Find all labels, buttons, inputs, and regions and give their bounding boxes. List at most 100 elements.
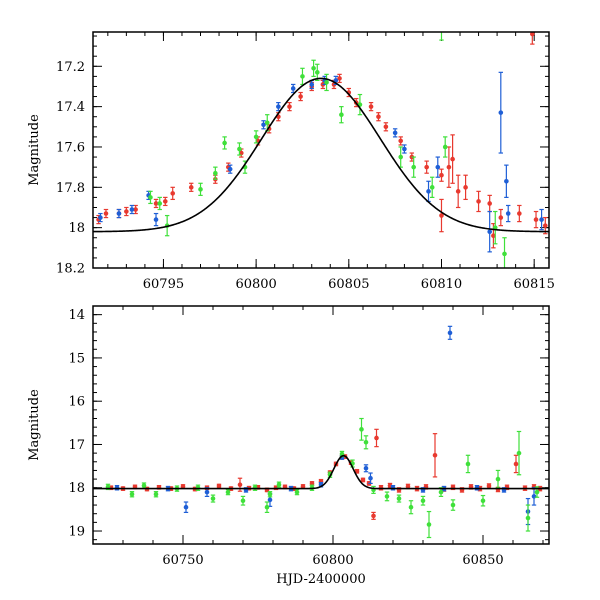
data-point [374,435,379,441]
series-0 [108,428,543,520]
data-point [495,476,501,482]
data-point [408,504,414,510]
data-point [261,122,266,128]
data-point [267,497,273,503]
data-point [148,195,153,200]
data-point [398,154,404,160]
plot-area [93,32,549,268]
data-point [525,515,531,521]
y-tick-label: 16 [68,395,85,410]
data-point [463,185,468,190]
data-point [314,70,320,75]
x-tick-label: 60815 [513,277,554,292]
data-point [533,217,539,222]
data-point [237,482,243,488]
data-point [240,498,246,504]
data-point [424,164,429,170]
x-axis-label: HJD-2400000 [276,572,366,587]
y-tick-label: 18 [68,221,85,236]
data-point [398,138,404,144]
data-point [476,199,481,204]
data-point [447,330,453,336]
x-tick-label: 60810 [421,277,462,292]
data-point [129,207,135,212]
data-point [542,223,548,228]
data-point [396,496,402,501]
model-curve [93,77,549,233]
data-point [222,140,227,146]
y-tick-label: 17.6 [56,140,85,155]
data-point [371,513,376,519]
data-point [290,86,296,91]
data-point [157,201,163,206]
data-point [264,504,270,510]
data-point [534,489,540,495]
data-point [133,207,138,212]
y-tick-label: 17.2 [56,60,85,75]
y-tick-label: 17 [68,438,85,453]
data-point [504,178,509,184]
data-point [204,489,210,495]
data-point [439,172,444,178]
x-tick-label: 60805 [328,277,369,292]
data-point [210,496,216,501]
data-point [383,124,389,130]
y-tick-label: 17.4 [56,100,85,115]
x-tick-label: 60750 [162,553,203,568]
data-point [198,187,203,192]
data-point [450,156,455,162]
data-point [103,211,109,216]
data-point [153,491,159,497]
data-point [411,164,416,170]
y-tick-label: 15 [68,351,85,366]
top-panel: 60795 60800 60805 60810 60815 17.2 17.4 17.6 17.… [27,31,555,292]
data-point [502,251,507,257]
data-point [129,491,135,497]
data-point [300,484,306,489]
y-axis-label: Magnitude [27,389,42,461]
data-point [505,211,511,216]
data-point [402,146,407,152]
data-point [238,150,244,156]
data-point [530,32,535,37]
model-curve [93,454,549,490]
data-point [253,134,259,140]
data-point [498,215,504,220]
data-point [298,94,303,99]
data-point [405,484,411,489]
series-2 [148,32,507,268]
y-tick-label: 17.8 [56,181,85,196]
data-point [98,215,103,220]
data-point [435,164,441,170]
data-point [363,465,369,471]
data-point [442,144,448,150]
y-tick-label: 18.2 [56,262,85,277]
data-point [124,209,129,214]
data-point [170,191,176,196]
data-point [531,494,537,499]
data-point [450,502,456,508]
data-point [513,461,519,467]
y-tick-label: 18 [68,481,85,496]
data-point [487,229,492,234]
series-0 [96,32,548,249]
data-point [141,483,147,488]
data-point [339,112,344,118]
data-point [368,104,374,109]
data-point [188,185,194,190]
data-point [216,483,222,489]
data-point [363,440,369,445]
y-tick-label: 19 [68,525,85,540]
data-point [438,489,444,495]
x-tick-label: 60850 [462,553,503,568]
bottom-panel: 60750 60800 60850 14 15 16 17 18 19 Magnitude HJD-… [27,305,550,587]
data-point [491,233,496,239]
data-point [426,189,431,194]
data-point [360,477,366,483]
data-point [359,427,364,432]
data-point [324,80,329,85]
data-point [183,504,189,510]
data-point [439,213,444,218]
data-point [354,469,360,474]
